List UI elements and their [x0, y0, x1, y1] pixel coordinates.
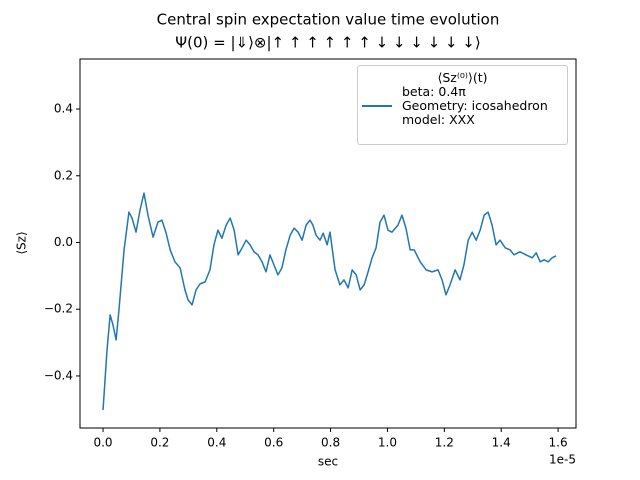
x-tick-label: 1.6 [549, 436, 568, 450]
x-tick-label: 1.2 [435, 436, 454, 450]
legend-label: beta: 0.4π Geometry: icosahedron model: … [402, 84, 548, 127]
data-line [102, 192, 557, 411]
y-tick-label: 0.4 [54, 102, 73, 116]
x-tick-label: 0.8 [321, 436, 340, 450]
x-tick-label: 1.0 [378, 436, 397, 450]
legend: ⟨Sz⁽⁰⁾⟩(t) beta: 0.4π Geometry: icosahed… [357, 65, 568, 145]
y-tick-label: 0.0 [54, 235, 73, 249]
y-tick-label: −0.4 [44, 368, 73, 382]
chart-title: Central spin expectation value time evol… [157, 11, 500, 29]
legend-item: beta: 0.4π Geometry: icosahedron model: … [362, 85, 567, 127]
x-tick-label: 0.0 [93, 436, 112, 450]
legend-title: ⟨Sz⁽⁰⁾⟩(t) [437, 70, 488, 85]
y-tick-label: 0.2 [54, 168, 73, 182]
x-tick-label: 0.2 [150, 436, 169, 450]
y-axis-label: ⟨Sz⟩ [15, 231, 29, 254]
x-axis-label: sec [318, 455, 338, 469]
x-tick-label: 0.4 [207, 436, 226, 450]
plot-frame [79, 58, 577, 429]
legend-swatch [362, 105, 392, 107]
x-offset-label: 1e-5 [549, 453, 576, 467]
chart-subtitle: Ψ(0) = |⇓⟩⊗|↑ ↑ ↑ ↑ ↑ ↑ ↓ ↓ ↓ ↓ ↓ ↓⟩ [175, 34, 480, 52]
x-tick-label: 0.6 [264, 436, 283, 450]
x-tick-label: 1.4 [492, 436, 511, 450]
y-tick-label: −0.2 [44, 302, 73, 316]
